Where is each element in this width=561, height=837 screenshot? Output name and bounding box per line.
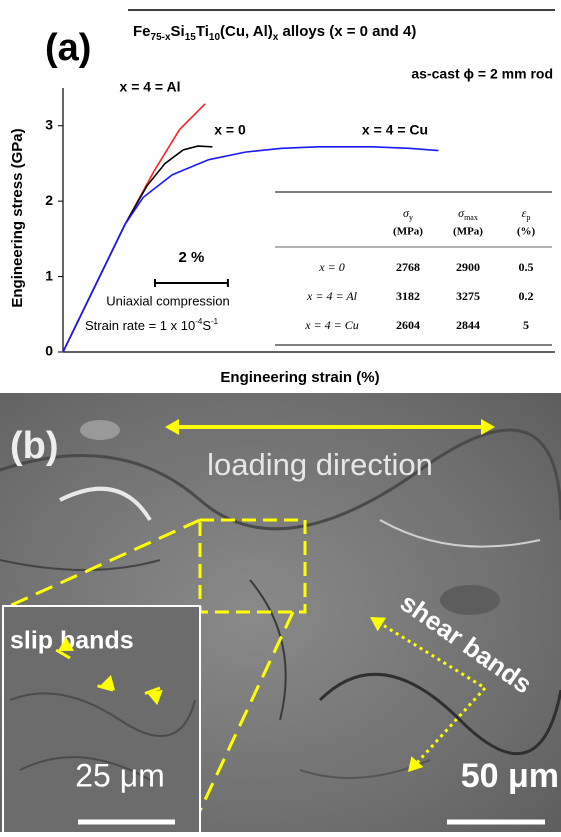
table-cell: 2844 [456,318,480,332]
y-tick-label: 2 [45,192,53,208]
title-part: Ti [196,23,209,40]
title-part: 15 [185,32,197,43]
y-axis-label: Engineering stress (GPa) [9,128,26,307]
series-line [63,104,205,352]
note-part: Strain rate = 1 x 10 [85,318,195,333]
figure: (a) Fe75-xSi15Ti10(Cu, Al)x alloys (x = 0… [0,0,561,832]
chart-subtitle: as-cast ϕ = 2 mm rod [411,66,553,82]
table-cell: x = 4 = Al [306,289,358,303]
header-sub: p [526,213,530,222]
panel-label: (b) [10,425,59,467]
scale-bar-label: 2 % [179,249,205,266]
table-cell: x = 0 [318,260,344,274]
panel-label: (a) [45,27,91,69]
note-part: -1 [211,317,219,326]
note: Uniaxial compression [106,293,230,308]
series-label: x = 4 = Cu [362,122,428,138]
series-label: x = 0 [214,122,246,138]
table-header-unit: (MPa) [393,226,423,238]
title-part: Fe [133,23,151,40]
table-cell: 0.5 [519,260,534,274]
table-cell: 2604 [396,318,420,332]
table: σy (MPa) σmax (MPa) εp (%) x = 0 2768 2900 0.5 x =… [275,192,552,345]
page: {"chart_data": { "type": "line", "panel_… [0,0,561,832]
note-part: S [202,318,211,333]
title-part: 75-x [151,32,171,43]
header-sub: y [409,213,413,222]
table-cell: 0.2 [519,289,534,303]
y-tick-label: 1 [45,267,53,283]
table-header: εp [522,206,531,222]
y-tick-label: 0 [45,343,53,359]
table-cell: 2900 [456,260,480,274]
x-axis-label: Engineering strain (%) [220,369,379,386]
chart-title: Fe75-xSi15Ti10(Cu, Al)x alloys (x = 0 an… [133,23,416,43]
title-part: Si [171,23,185,40]
table-cell: 3182 [396,289,420,303]
title-part: 10 [209,32,221,43]
note: Strain rate = 1 x 10-4S-1 [85,317,219,333]
table-header: σy [403,206,413,222]
table-cell: 5 [523,318,529,332]
table-header-unit: (MPa) [453,226,483,238]
table-cell: x = 4 = Cu [304,318,359,332]
header-sub: max [464,213,478,222]
scale-label: 50 μm [461,757,559,795]
title-part: (Cu, Al) [220,23,273,40]
table-header-unit: (%) [517,226,536,238]
inset-scale-label: 25 μm [75,757,165,793]
table-cell: 2768 [396,260,420,274]
y-tick-label: 3 [45,116,53,132]
table-cell: 3275 [456,289,480,303]
loading-label: loading direction [207,447,433,482]
table-header: σmax [458,206,478,222]
series-label: x = 4 = Al [120,79,181,95]
title-part: alloys (x = 0 and 4) [278,23,416,40]
